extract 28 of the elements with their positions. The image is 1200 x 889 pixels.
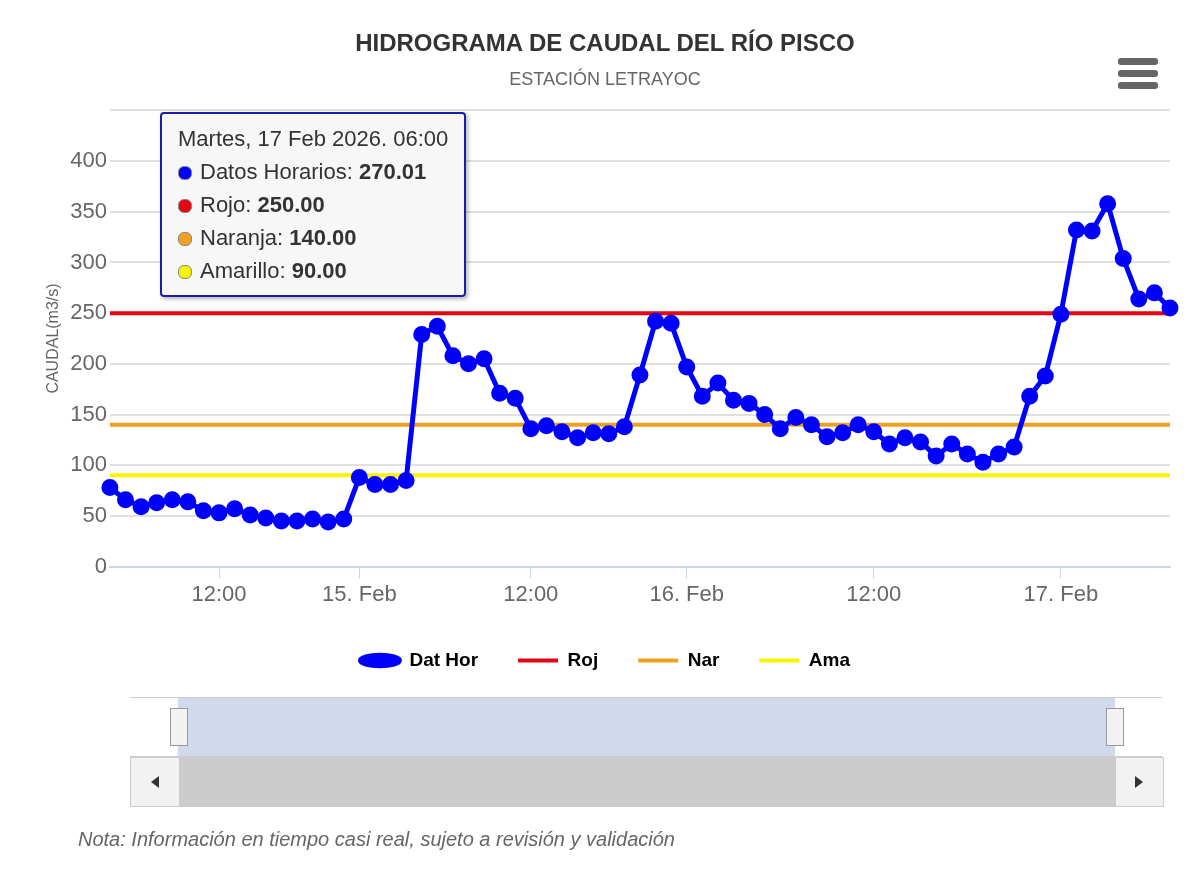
- y-tick-label: 250: [70, 299, 107, 325]
- y-tick-label: 150: [70, 400, 107, 426]
- legend-label: Ama: [808, 648, 851, 670]
- x-tick-label: 15. Feb: [322, 580, 397, 606]
- legend-label: Nar: [687, 648, 720, 670]
- y-tick-label: 300: [70, 248, 107, 274]
- legend-label: Roj: [567, 648, 599, 670]
- annotation: Amarillo: 90.00: [200, 258, 347, 283]
- x-tick-label: 17. Feb: [1023, 580, 1099, 606]
- y-tick-label: 0: [94, 552, 107, 578]
- y-tick-label: 100: [70, 451, 107, 477]
- x-tick-label: 12:00: [503, 580, 559, 606]
- y-tick-label: 200: [70, 349, 107, 375]
- y-tick-label: 50: [82, 501, 107, 527]
- x-tick-label: 12:00: [191, 580, 247, 606]
- text: Nota: Información en tiempo casi real, sujeto a revisión y validación: [78, 828, 675, 851]
- annotation: Naranja: 140.00: [200, 225, 357, 250]
- chart-title: HIDROGRAMA DE CAUDAL DEL RÍO PISCO: [355, 29, 855, 57]
- x-tick-label: 12:00: [846, 580, 902, 606]
- y-axis-title: CAUDAL(m3/s): [44, 283, 62, 394]
- chart-subtitle: ESTACIÓN LETRAYOC: [509, 67, 701, 89]
- annotation: Rojo: 250.00: [200, 192, 325, 217]
- y-tick-label: 350: [70, 197, 107, 223]
- legend-label: Dat Hor: [409, 648, 479, 670]
- annotation: Datos Horarios: 270.01: [200, 159, 427, 184]
- annotation: Martes, 17 Feb 2026. 06:00: [178, 126, 449, 151]
- y-tick-label: 400: [70, 147, 107, 173]
- x-tick-label: 16. Feb: [649, 580, 725, 606]
